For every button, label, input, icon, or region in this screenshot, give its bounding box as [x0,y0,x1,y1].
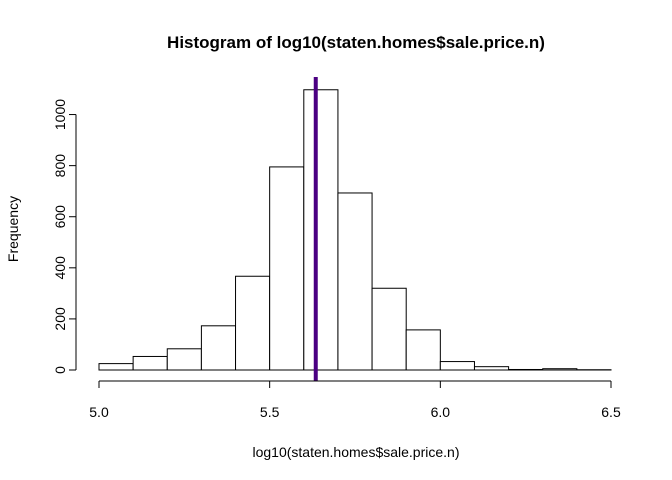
histogram-bar-6 [303,89,339,371]
y-tick-label-1: 200 [52,307,68,331]
histogram-bar-10 [439,361,475,371]
chart-title: Histogram of log10(staten.homes$sale.pri… [167,33,545,52]
y-tick-label-2: 400 [52,256,68,280]
x-tick-label-1: 5.5 [260,404,280,420]
histogram-bar-1 [132,355,168,371]
bars-group [98,89,612,371]
y-tick-label-5: 1000 [52,99,68,130]
histogram-bar-8 [371,287,407,371]
x-tick-label-0: 5.0 [89,404,109,420]
histogram-bar-11 [473,366,510,371]
histogram-bar-13 [542,368,578,371]
histogram-bar-3 [200,325,237,371]
y-axis: 0 200 400 600 800 1000 [52,99,77,374]
histogram-bar-4 [235,275,271,371]
histogram-bar-0 [98,363,134,371]
y-axis-label: Frequency [5,196,21,262]
x-axis: 5.0 5.5 6.0 6.5 [89,380,621,420]
histogram-bar-7 [337,192,373,371]
histogram-bar-5 [269,166,305,371]
histogram-bar-12 [508,368,544,371]
y-tick-label-3: 600 [52,205,68,229]
histogram-bar-2 [166,348,202,371]
histogram-bar-9 [405,329,441,371]
y-tick-label-4: 800 [52,154,68,178]
x-tick-label-2: 6.0 [431,404,451,420]
x-axis-label: log10(staten.homes$sale.price.n) [252,444,459,460]
x-tick-label-3: 6.5 [601,404,621,420]
y-tick-label-0: 0 [52,366,68,374]
